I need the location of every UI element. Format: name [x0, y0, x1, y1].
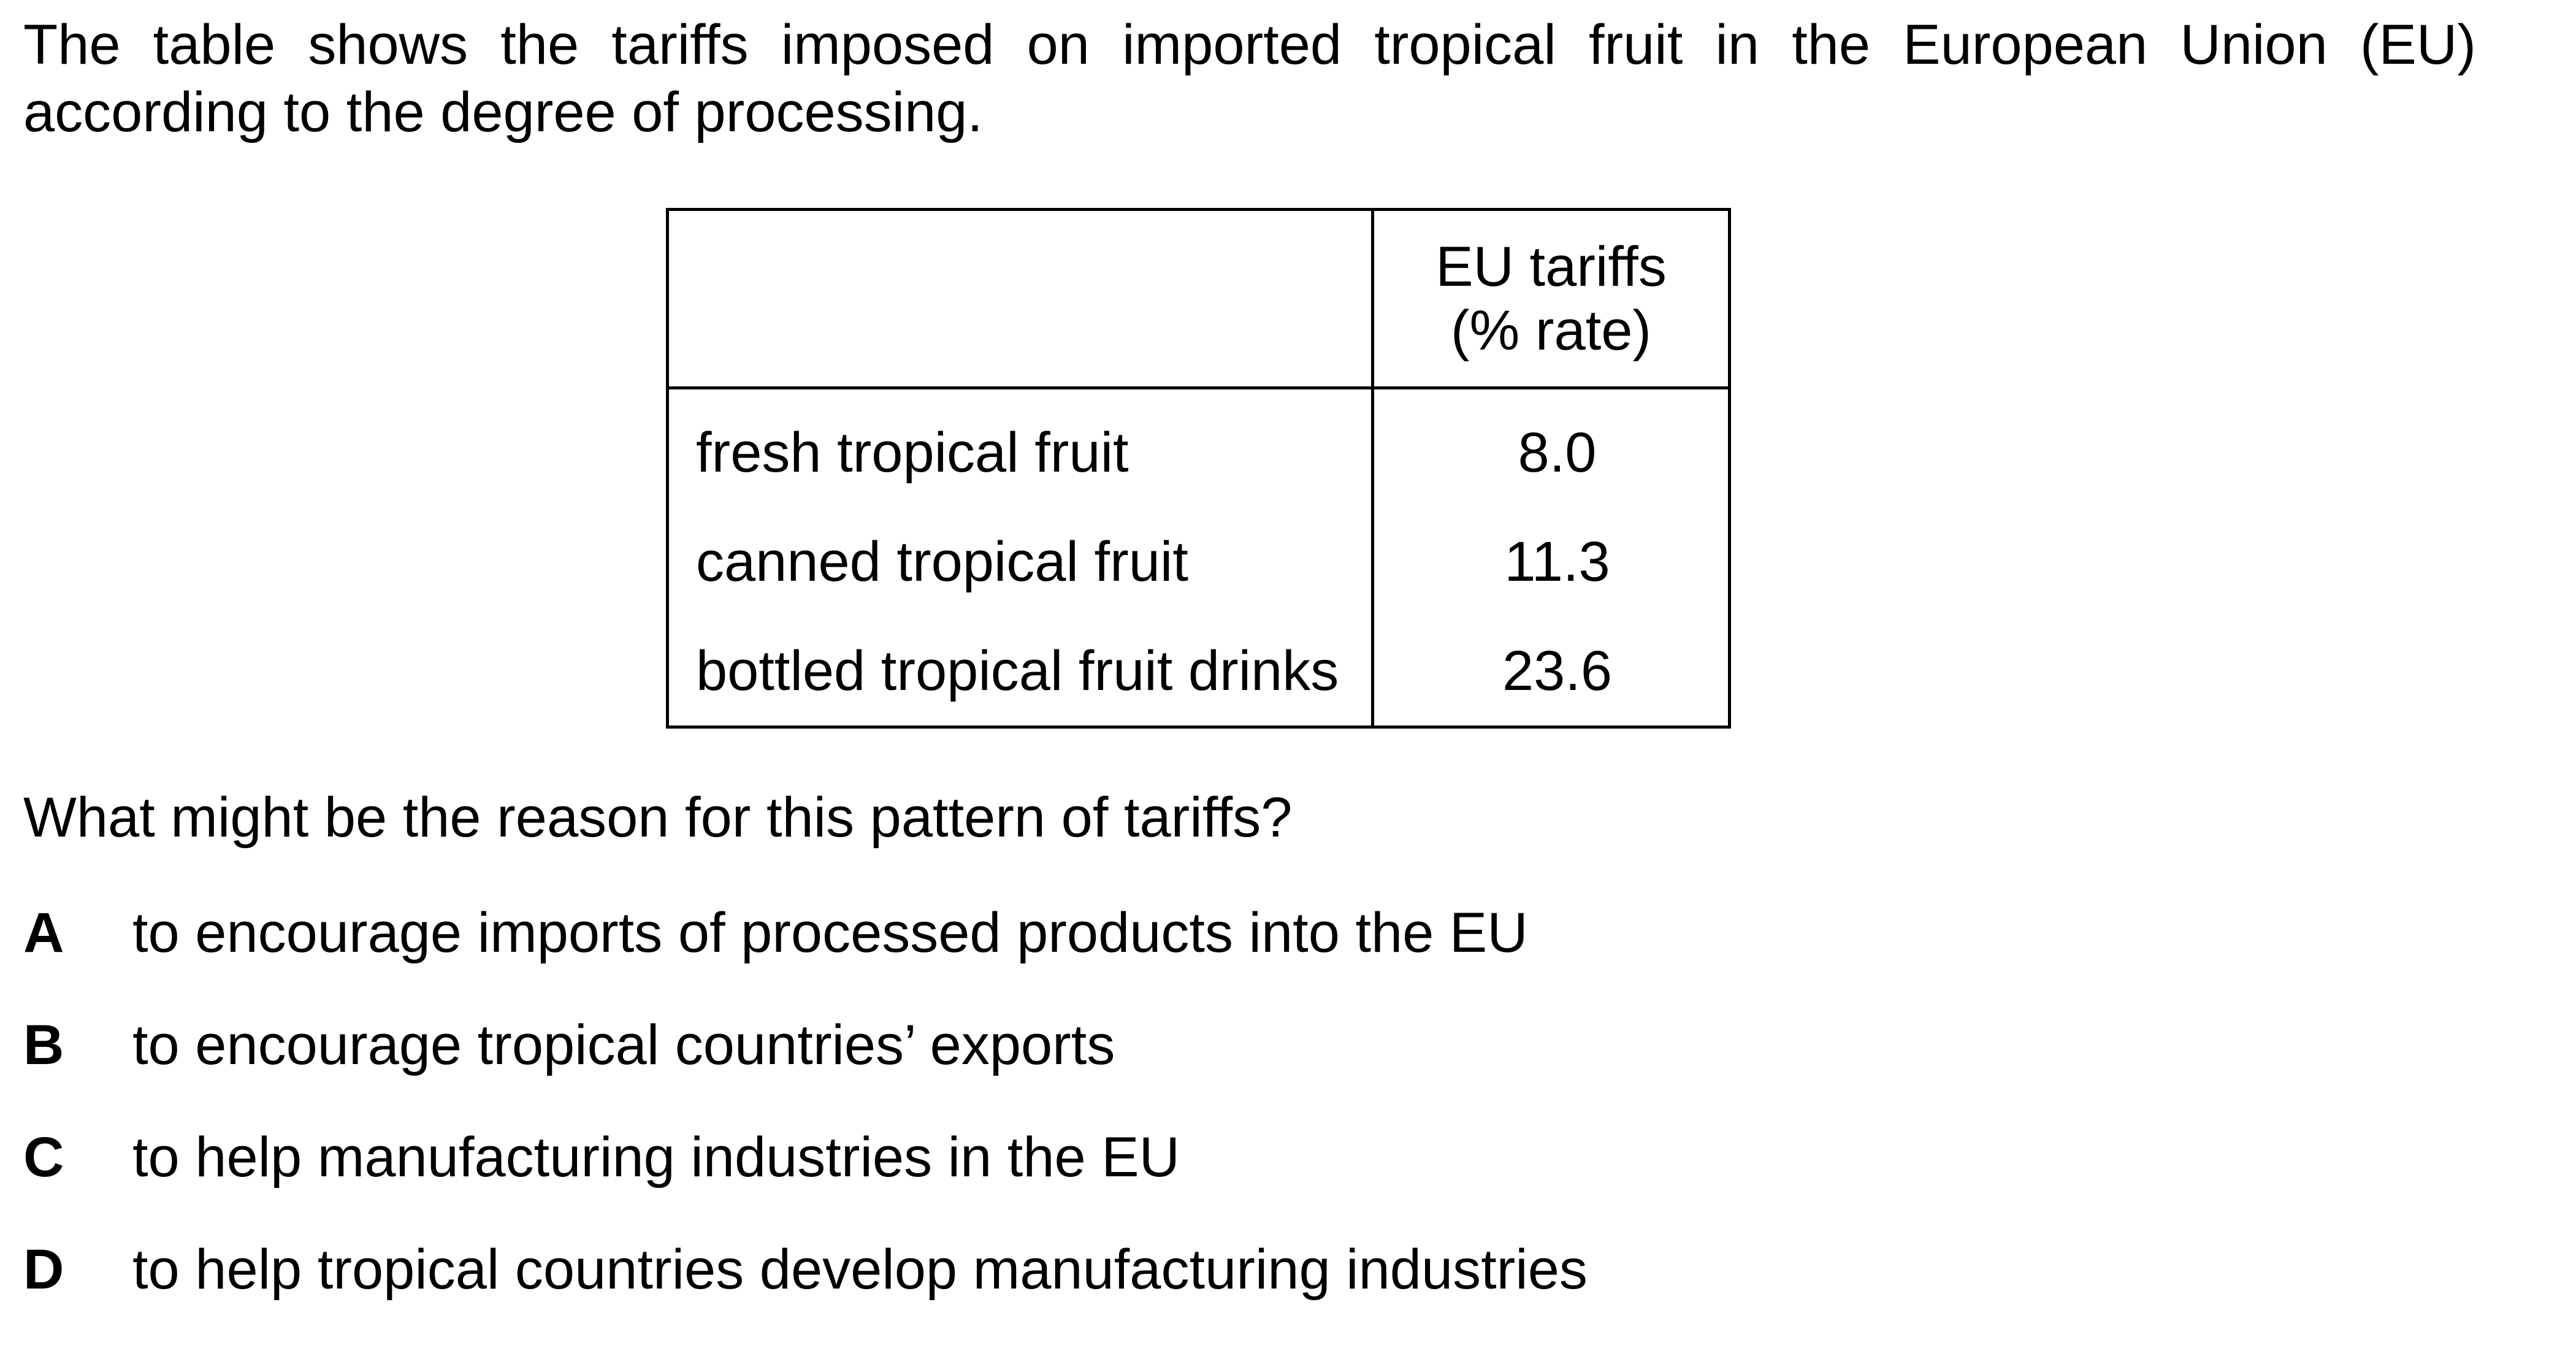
tariff-column-header-line1: EU tariffs — [1435, 236, 1667, 298]
option-text: to help tropical countries develop manuf… — [132, 1238, 1588, 1301]
product-cell: bottled tropical fruit drinks — [666, 616, 1374, 729]
option-letter: C — [23, 1126, 64, 1189]
tariff-table: EU tariffs (% rate) fresh tropical fruit… — [666, 208, 1731, 729]
product-cell: fresh tropical fruit — [666, 388, 1374, 507]
option-text: to encourage imports of processed produc… — [132, 902, 1528, 964]
table-row: fresh tropical fruit 8.0 — [666, 388, 1731, 507]
option-letter: A — [23, 902, 64, 964]
table-corner-header — [666, 208, 1374, 389]
tariff-column-header-line2: (% rate) — [1450, 299, 1652, 362]
tariff-rate-cell: 23.6 — [1371, 616, 1731, 729]
product-cell: canned tropical fruit — [666, 507, 1374, 616]
table-row: bottled tropical fruit drinks 23.6 — [666, 616, 1731, 729]
option-text: to help manufacturing industries in the … — [132, 1126, 1180, 1189]
table-header-row: EU tariffs (% rate) — [666, 208, 1731, 389]
tariff-column-header: EU tariffs (% rate) — [1371, 208, 1731, 389]
tariff-rate-cell: 8.0 — [1371, 388, 1731, 507]
question-stem: What might be the reason for this patter… — [23, 786, 1293, 849]
question-intro: The table shows the tariffs imposed on i… — [23, 13, 2476, 144]
tariff-rate-cell: 11.3 — [1371, 507, 1731, 616]
option-letter: D — [23, 1238, 64, 1301]
option-text: to encourage tropical countries’ exports — [132, 1014, 1115, 1076]
table-row: canned tropical fruit 11.3 — [666, 507, 1731, 616]
option-letter: B — [23, 1014, 64, 1076]
